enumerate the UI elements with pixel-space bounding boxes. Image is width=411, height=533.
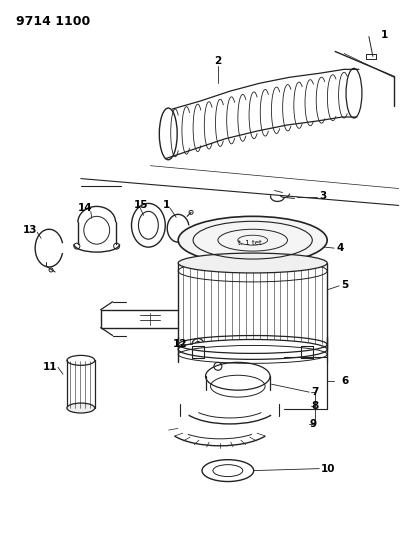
- Text: t. 1 tet: t. 1 tet: [238, 240, 261, 246]
- Text: 6: 6: [341, 376, 349, 386]
- Text: 1: 1: [163, 200, 171, 211]
- Text: 9714 1100: 9714 1100: [16, 15, 90, 28]
- Text: 12: 12: [173, 340, 188, 350]
- Text: 15: 15: [134, 200, 148, 211]
- Text: 14: 14: [78, 204, 92, 213]
- Text: 4: 4: [336, 243, 344, 253]
- Ellipse shape: [67, 403, 95, 413]
- Ellipse shape: [178, 340, 327, 359]
- Text: 5: 5: [341, 280, 349, 290]
- Text: 13: 13: [23, 225, 38, 235]
- Text: 2: 2: [214, 56, 221, 67]
- Text: 10: 10: [321, 464, 336, 474]
- Text: 8: 8: [311, 401, 319, 411]
- Ellipse shape: [178, 216, 327, 264]
- Text: 11: 11: [43, 362, 58, 373]
- Text: 1: 1: [381, 29, 388, 39]
- Text: 3: 3: [319, 191, 326, 201]
- Text: 7: 7: [311, 387, 319, 397]
- Text: 9: 9: [309, 419, 316, 429]
- Ellipse shape: [178, 253, 327, 273]
